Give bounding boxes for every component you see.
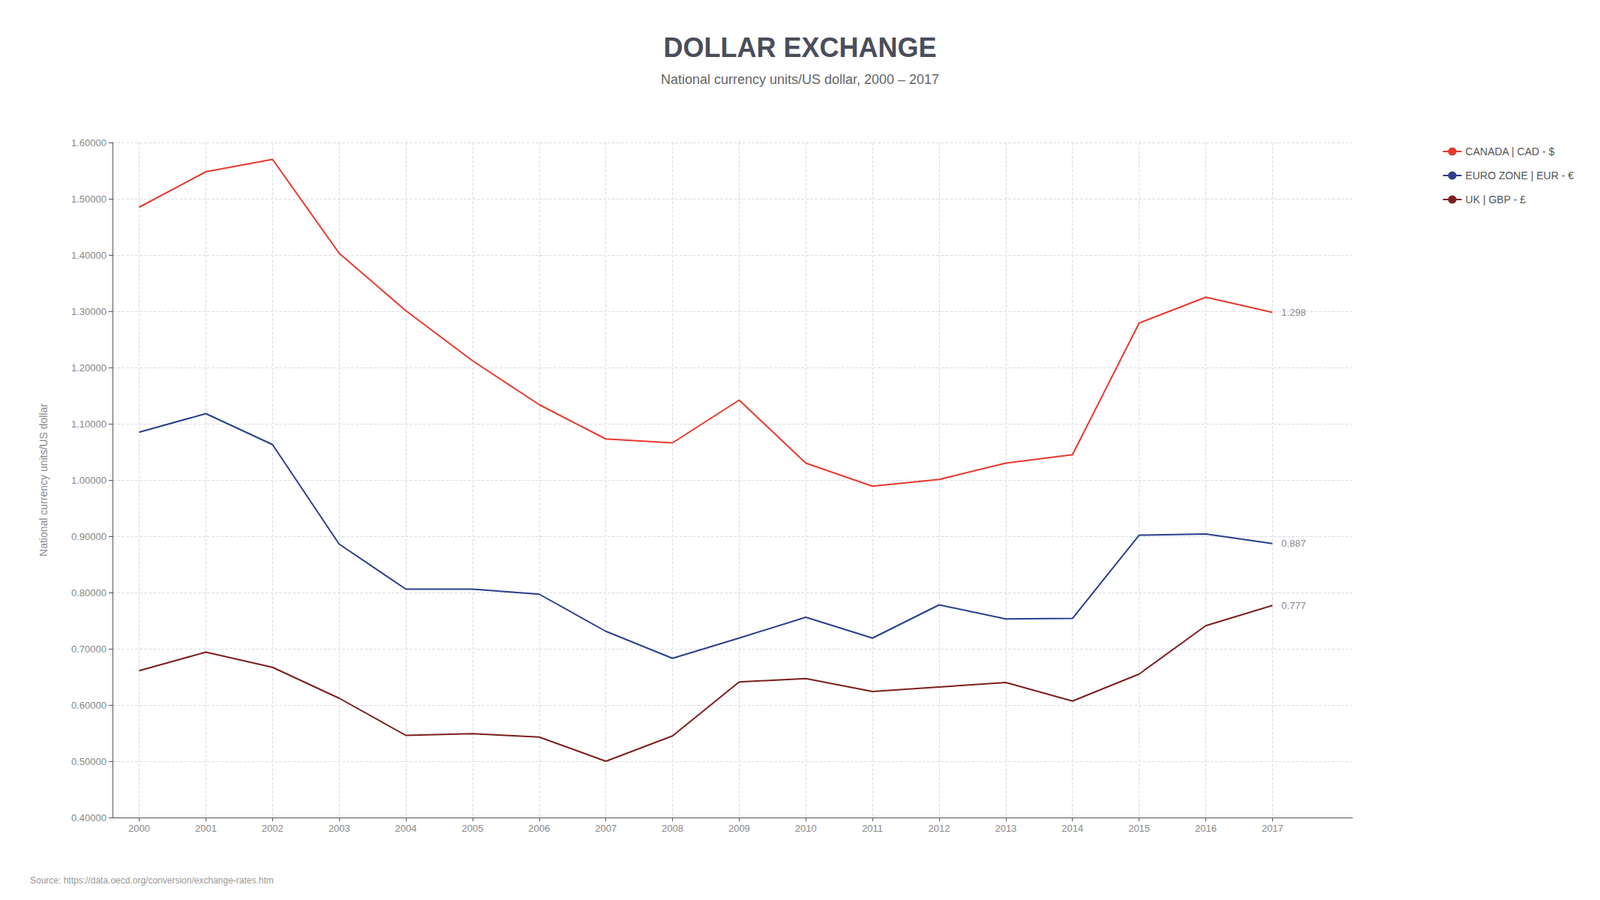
svg-text:0.777: 0.777 bbox=[1281, 600, 1306, 612]
svg-text:1.00000: 1.00000 bbox=[71, 474, 107, 487]
svg-text:National currency units/US dol: National currency units/US dollar bbox=[37, 403, 50, 557]
svg-text:2003: 2003 bbox=[328, 822, 351, 835]
svg-text:1.60000: 1.60000 bbox=[71, 137, 107, 149]
svg-text:2008: 2008 bbox=[661, 822, 684, 835]
svg-text:0.70000: 0.70000 bbox=[71, 643, 107, 655]
svg-text:EURO ZONE | EUR - €: EURO ZONE | EUR - € bbox=[1465, 169, 1575, 182]
svg-text:2004: 2004 bbox=[395, 822, 418, 835]
svg-text:2012: 2012 bbox=[928, 822, 951, 835]
svg-text:National currency units/US dol: National currency units/US dollar, 2000 … bbox=[660, 72, 940, 88]
svg-text:2002: 2002 bbox=[261, 822, 284, 835]
svg-text:2011: 2011 bbox=[861, 822, 883, 835]
svg-text:2017: 2017 bbox=[1261, 822, 1284, 835]
svg-text:2001: 2001 bbox=[195, 822, 217, 835]
svg-text:1.40000: 1.40000 bbox=[71, 249, 107, 262]
svg-text:1.30000: 1.30000 bbox=[71, 306, 107, 318]
svg-text:Source: https://data.oecd.org/: Source: https://data.oecd.org/conversion… bbox=[30, 875, 274, 886]
svg-text:1.10000: 1.10000 bbox=[71, 418, 107, 430]
svg-text:2006: 2006 bbox=[528, 822, 550, 835]
svg-text:1.20000: 1.20000 bbox=[71, 362, 107, 374]
svg-text:UK | GBP - £: UK | GBP - £ bbox=[1465, 193, 1527, 206]
svg-text:CANADA | CAD - $: CANADA | CAD - $ bbox=[1465, 145, 1555, 158]
svg-text:2015: 2015 bbox=[1128, 822, 1150, 835]
svg-text:2009: 2009 bbox=[728, 822, 751, 835]
svg-text:DOLLAR EXCHANGE: DOLLAR EXCHANGE bbox=[663, 32, 937, 64]
svg-text:1.50000: 1.50000 bbox=[71, 193, 107, 205]
svg-text:1.298: 1.298 bbox=[1281, 306, 1306, 319]
svg-text:0.90000: 0.90000 bbox=[71, 531, 107, 543]
svg-text:2014: 2014 bbox=[1061, 822, 1084, 835]
svg-text:0.60000: 0.60000 bbox=[71, 699, 107, 712]
svg-text:0.50000: 0.50000 bbox=[71, 756, 107, 768]
svg-text:2013: 2013 bbox=[994, 822, 1017, 835]
svg-text:0.80000: 0.80000 bbox=[71, 587, 107, 599]
svg-text:2007: 2007 bbox=[594, 822, 617, 835]
svg-text:2010: 2010 bbox=[795, 822, 817, 835]
svg-text:2000: 2000 bbox=[128, 822, 151, 835]
svg-text:0.887: 0.887 bbox=[1281, 537, 1306, 550]
svg-text:0.40000: 0.40000 bbox=[71, 812, 107, 824]
svg-text:2016: 2016 bbox=[1194, 822, 1217, 835]
svg-text:2005: 2005 bbox=[461, 822, 484, 835]
